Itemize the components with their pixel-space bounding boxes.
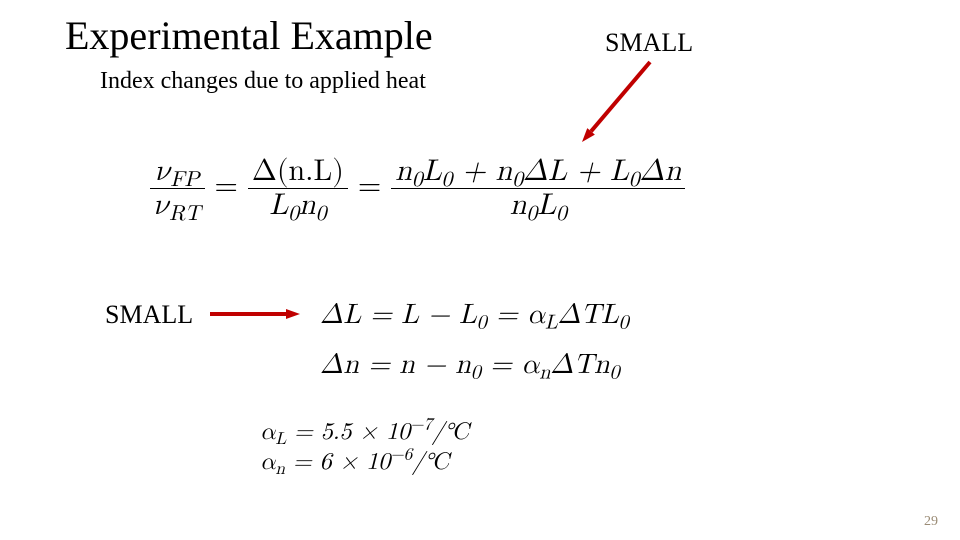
page-number: 29 [924,514,938,530]
delta-l-equation: ΔL = L − L0 = αLΔTL0 [320,298,629,332]
arrow-top-icon [562,42,670,162]
arrow-left-icon [190,294,320,334]
alpha-l-value: αL = 5.5 × 10−7/℃ [260,418,469,447]
delta-n-equation: Δn = n − n0 = αnΔTn0 [320,348,620,382]
main-equation: νFP νRT = Δ(n.L) L0n0 = n0L0 + n0ΔL + L0… [150,155,685,222]
alpha-n-value: αn = 6 × 10−6/℃ [260,448,449,477]
page-title: Experimental Example [65,12,433,59]
subtitle: Index changes due to applied heat [100,68,426,95]
annotation-small-left: SMALL [105,300,193,330]
